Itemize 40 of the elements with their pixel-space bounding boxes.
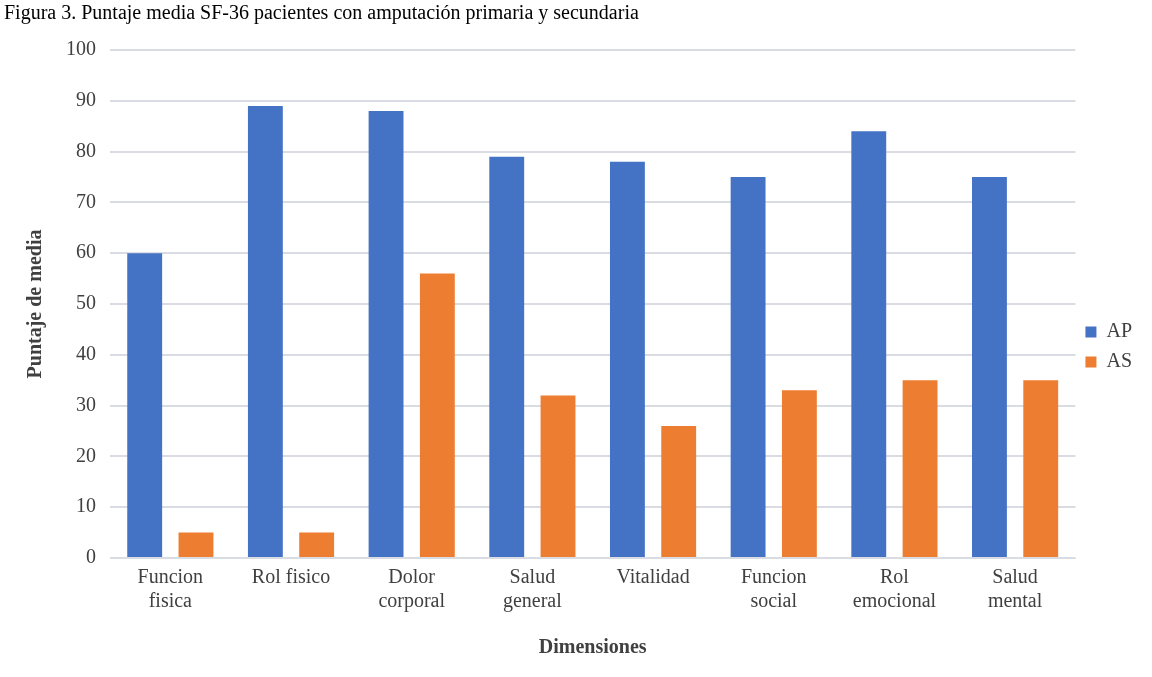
bar <box>368 110 404 557</box>
legend-label: AP <box>1106 319 1133 342</box>
x-tick-label: Salud mental <box>987 565 1043 612</box>
x-tick-label: Vitalidad <box>616 565 690 588</box>
bar <box>902 380 938 557</box>
x-tick-label: Rol emocional <box>852 565 937 612</box>
y-tick-label: 10 <box>76 494 96 517</box>
x-axis-title: Dimensiones <box>538 635 647 658</box>
x-tick-label: Funcion social <box>740 565 807 612</box>
chart-title: Figura 3. Puntaje media SF-36 pacientes con amputación primaria y secundaria <box>3 0 640 24</box>
y-tick-label: 60 <box>76 240 96 263</box>
y-tick-label: 30 <box>76 392 96 415</box>
bar <box>127 253 163 557</box>
x-tick-label: Salud general <box>502 565 563 613</box>
y-tick-label: 100 <box>66 37 96 60</box>
y-tick-label: 50 <box>76 291 96 314</box>
bar <box>299 532 335 557</box>
y-tick-label: 70 <box>76 189 96 212</box>
bar <box>609 161 645 557</box>
y-tick-label: 20 <box>76 443 96 466</box>
y-tick-label: 90 <box>76 88 96 111</box>
bar <box>730 177 766 557</box>
bar <box>661 425 697 557</box>
bar <box>1023 380 1059 557</box>
bar <box>781 390 817 557</box>
bar <box>178 532 214 557</box>
y-tick-label: 0 <box>86 545 96 568</box>
x-tick-label: Dolor corporal <box>378 565 446 613</box>
bar <box>851 131 887 557</box>
legend-label: AS <box>1106 349 1133 372</box>
bar <box>972 177 1007 557</box>
bar <box>419 273 455 557</box>
y-axis-title: Puntaje de media <box>23 229 47 379</box>
bar <box>247 105 283 557</box>
x-tick-label: Rol fisico <box>251 565 331 588</box>
y-tick-label: 40 <box>76 342 96 365</box>
bar <box>540 395 576 557</box>
y-tick-label: 80 <box>76 138 96 161</box>
x-tick-label: Funcion fisica <box>137 565 204 612</box>
bar <box>489 156 525 557</box>
